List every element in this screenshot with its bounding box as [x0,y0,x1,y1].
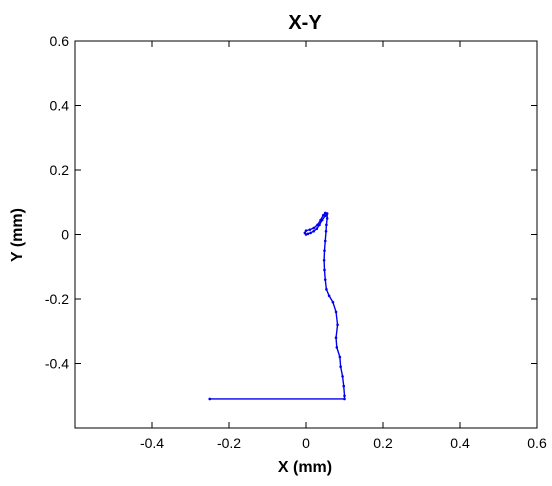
xy-trace-point [334,310,338,314]
xy-trace-point [325,223,328,227]
y-tick-label: -0.2 [45,291,69,307]
xy-trace-point [327,294,331,298]
xy-trace-point [322,259,326,262]
xy-trace-point [315,227,319,230]
xy-trace-point [324,229,328,233]
xy-trace-point [312,226,316,230]
x-tick-label: 0 [302,435,310,451]
xy-trace-point [334,336,338,340]
x-tick-label: 0.2 [373,435,393,451]
y-axis-title: Y (mm) [9,208,26,262]
xy-trace-point [323,249,326,252]
y-tick-label: -0.4 [45,356,69,372]
x-axis-title: X (mm) [278,459,332,476]
x-tick-label: 0.6 [527,435,547,451]
xy-trace-point [208,397,212,401]
y-tick-label: 0.6 [50,33,70,49]
xy-trace-point [325,212,328,215]
xy-trace-point [342,384,346,388]
xy-trace-point [319,218,322,222]
xy-trace-point [343,397,346,401]
xy-trace-point [308,228,312,231]
xy-trace-point [316,223,319,227]
xy-trace-point [325,288,328,291]
xy-trace-point [335,346,339,349]
y-axis: -0.4 -0.2 0 0.2 0.4 0.6 [45,33,537,372]
xy-trace-point [339,365,342,369]
series-group [208,211,346,401]
y-tick-label: 0.2 [50,162,70,178]
xy-trace-point [323,278,327,281]
xy-trace-point [304,229,308,232]
x-tick-label: -0.4 [140,435,164,451]
x-tick-label: 0.4 [450,435,470,451]
y-tick-label: 0.4 [50,98,70,114]
xy-trace-point [309,231,312,235]
xy-trace-point [341,375,344,378]
xy-trace-line [209,212,346,400]
xy-trace-point [303,231,307,235]
xy-trace-point [336,323,339,327]
xy-trace-point [323,268,326,272]
chart-title: X-Y [288,12,322,34]
xy-trace-point [312,229,316,233]
xy-trace-point [331,300,335,304]
xy-trace-point [325,217,329,220]
xy-trace-point [318,223,321,227]
xy-trace-point [322,213,325,217]
y-tick-label: 0 [61,227,69,243]
xy-trace-point [343,394,346,398]
xy-trace-point [338,355,342,359]
x-axis: -0.4 -0.2 0 0.2 0.4 0.6 [140,41,547,451]
x-tick-label: -0.2 [217,435,241,451]
xy-trace-point [323,239,327,243]
